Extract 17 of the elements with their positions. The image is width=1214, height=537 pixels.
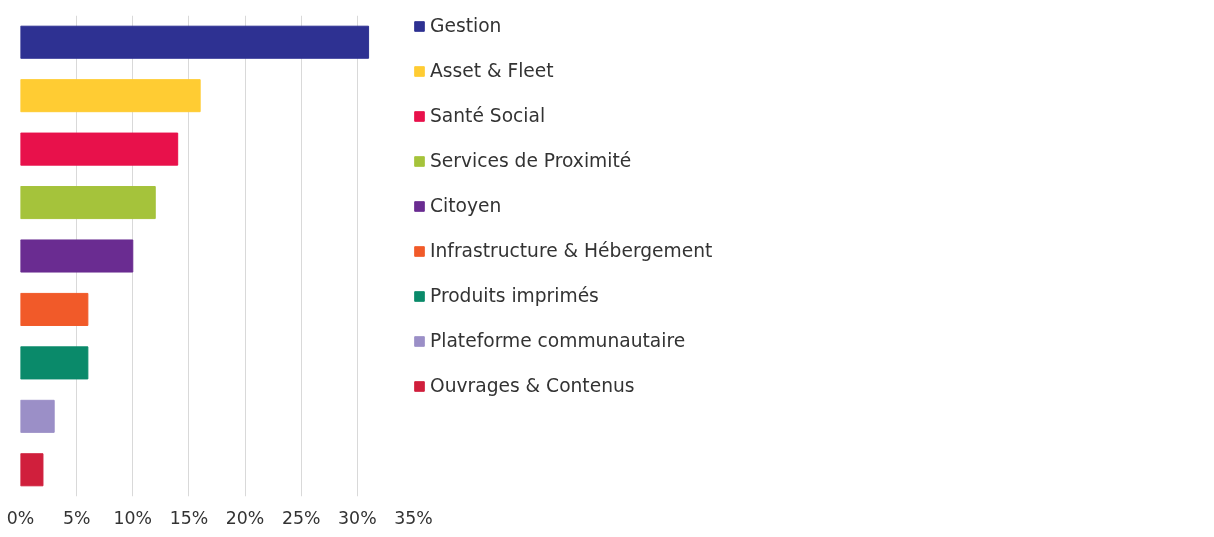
x-tick-label: 15% <box>169 507 209 528</box>
legend-label: Ouvrages & Contenus <box>430 375 635 396</box>
x-tick-label: 0% <box>6 507 35 528</box>
legend-label: Santé Social <box>430 105 546 126</box>
legend-label: Plateforme communautaire <box>430 330 686 351</box>
legend-label: Gestion <box>430 15 502 36</box>
x-tick-label: 20% <box>225 507 265 528</box>
x-tick-label: 35% <box>394 507 433 528</box>
legend-label: Produits imprimés <box>430 285 599 306</box>
x-tick-label: 10% <box>113 507 153 528</box>
x-tick-label: 5% <box>62 507 91 528</box>
legend-label: Infrastructure & Hébergement <box>430 240 713 261</box>
legend-label: Asset & Fleet <box>430 60 554 81</box>
x-tick-label: 30% <box>338 507 377 528</box>
x-tick-label: 25% <box>281 507 321 528</box>
legend-label: Services de Proximité <box>430 150 632 171</box>
legend-label: Citoyen <box>430 195 502 216</box>
